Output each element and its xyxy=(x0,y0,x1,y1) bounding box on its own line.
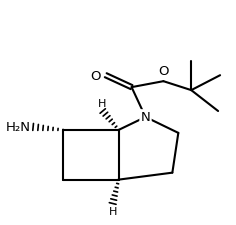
Text: O: O xyxy=(90,69,101,82)
Text: N: N xyxy=(141,111,150,124)
Text: H: H xyxy=(109,207,117,216)
Text: H: H xyxy=(97,99,106,108)
Text: H₂N: H₂N xyxy=(6,121,31,134)
Text: O: O xyxy=(158,65,169,78)
